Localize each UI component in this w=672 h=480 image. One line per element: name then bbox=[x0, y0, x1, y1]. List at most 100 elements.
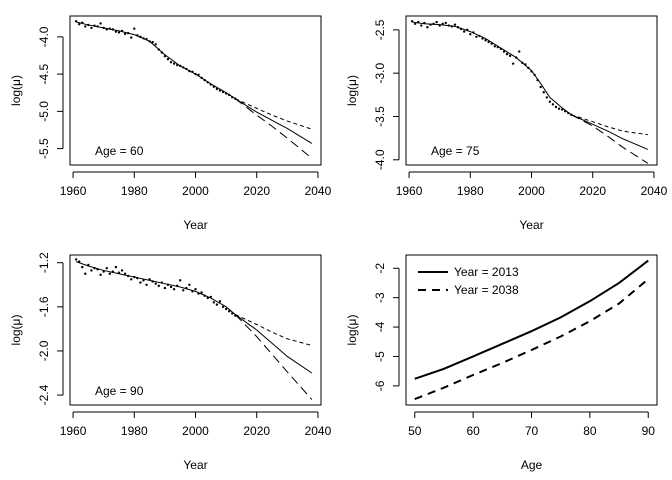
x-tick-label: 1960 bbox=[396, 184, 423, 198]
plot-frame bbox=[69, 254, 322, 406]
data-point bbox=[227, 310, 231, 313]
y-tick-label: -4.5 bbox=[37, 63, 51, 84]
y-axis-title: log(μ) bbox=[9, 315, 23, 346]
x-tick-label: 2000 bbox=[518, 184, 545, 198]
series-line-1 bbox=[414, 259, 649, 380]
fitted-line bbox=[412, 21, 572, 116]
data-point bbox=[548, 100, 552, 103]
forecast-upper-line bbox=[571, 114, 648, 136]
forecast-median-line bbox=[571, 114, 649, 150]
data-point bbox=[130, 278, 133, 281]
forecast-lower-line bbox=[234, 98, 313, 159]
fitted-line bbox=[76, 21, 236, 100]
y-tick-label: -1.2 bbox=[37, 252, 51, 273]
panel-4: 50 60 70 80 90 Age -6 -5 -4 -3 -2 log(μ) Year = 2013… bbox=[345, 254, 658, 472]
series-line-2 bbox=[414, 278, 649, 401]
data-point bbox=[469, 32, 472, 36]
plot-frame bbox=[69, 15, 322, 166]
data-point bbox=[560, 108, 564, 111]
x-tick-label: 1960 bbox=[60, 184, 87, 198]
y-tick-label: -2.0 bbox=[37, 340, 51, 361]
x-axis-title: Year bbox=[183, 218, 207, 232]
y-axis: -6 -5 -4 -3 -2 bbox=[373, 263, 400, 391]
x-tick-label: 2040 bbox=[305, 424, 332, 438]
legend: Year = 2013 Year = 2038 bbox=[418, 265, 519, 297]
data-point bbox=[105, 267, 108, 270]
x-tick-label: 1960 bbox=[60, 424, 87, 438]
y-tick-label: -5.0 bbox=[37, 101, 51, 122]
x-tick-label: 2020 bbox=[243, 184, 270, 198]
data-point bbox=[157, 284, 160, 288]
age-annotation: Age = 60 bbox=[95, 144, 144, 158]
y-axis-title: log(μ) bbox=[345, 315, 359, 346]
data-point bbox=[117, 31, 121, 34]
x-tick-label: 50 bbox=[408, 424, 422, 438]
data-point bbox=[420, 24, 423, 27]
legend-label: Year = 2038 bbox=[454, 283, 519, 297]
y-tick-label: -2.4 bbox=[37, 384, 51, 405]
age-annotation: Age = 90 bbox=[95, 384, 144, 398]
data-point bbox=[188, 283, 191, 286]
data-point bbox=[114, 265, 118, 269]
y-tick-label: -2 bbox=[373, 263, 387, 274]
data-point bbox=[77, 22, 81, 26]
y-axis-title: log(μ) bbox=[9, 75, 23, 106]
y-tick-label: -1.6 bbox=[37, 296, 51, 317]
x-tick-label: 90 bbox=[642, 424, 656, 438]
x-tick-label: 2020 bbox=[243, 424, 270, 438]
data-point bbox=[90, 26, 93, 30]
x-tick-label: 1980 bbox=[121, 184, 148, 198]
x-axis-title: Age bbox=[521, 458, 543, 472]
data-point bbox=[163, 286, 167, 290]
data-point bbox=[74, 258, 78, 261]
data-point bbox=[84, 25, 87, 28]
observed-points bbox=[74, 258, 237, 317]
data-point bbox=[145, 283, 148, 286]
x-axis: 1960 1980 2000 2020 2040 bbox=[396, 171, 668, 198]
data-point bbox=[178, 279, 182, 282]
y-tick-label: -3 bbox=[373, 292, 387, 303]
data-point bbox=[169, 285, 173, 289]
data-point bbox=[172, 62, 176, 65]
data-point bbox=[172, 287, 176, 291]
data-point bbox=[453, 23, 457, 26]
data-point bbox=[200, 291, 203, 294]
y-tick-label: -5.5 bbox=[37, 138, 51, 159]
y-axis: -5.5 -5.0 -4.5 -4.0 bbox=[37, 26, 64, 159]
data-point bbox=[120, 269, 124, 272]
x-tick-label: 1980 bbox=[121, 424, 148, 438]
panel-1: 1960 1980 2000 2020 2040 Year -5.5 -5.0 -4.5 -4.0… bbox=[9, 15, 332, 232]
x-tick-label: 2000 bbox=[182, 184, 209, 198]
data-point bbox=[441, 22, 444, 25]
forecast-lower-line bbox=[234, 314, 313, 400]
panel-2: 1960 1980 2000 2020 2040 Year -4.0 -3.5 -3.0 -2.5… bbox=[345, 15, 668, 232]
data-point bbox=[221, 305, 225, 309]
y-axis: -4.0 -3.5 -3.0 -2.5 bbox=[373, 19, 400, 170]
data-point bbox=[435, 20, 438, 24]
data-point bbox=[545, 96, 549, 99]
data-point bbox=[224, 307, 228, 311]
data-point bbox=[123, 32, 127, 36]
data-point bbox=[108, 272, 111, 275]
y-tick-label: -2.5 bbox=[373, 19, 387, 40]
data-point bbox=[139, 281, 142, 284]
x-tick-label: 2020 bbox=[579, 184, 606, 198]
data-point bbox=[169, 60, 173, 64]
data-point bbox=[444, 21, 447, 25]
data-point bbox=[154, 43, 157, 46]
y-tick-label: -3.5 bbox=[373, 106, 387, 127]
y-tick-label: -3.0 bbox=[373, 63, 387, 84]
age-annotation: Age = 75 bbox=[431, 144, 480, 158]
data-point bbox=[90, 269, 93, 272]
data-point bbox=[518, 50, 521, 53]
data-point bbox=[154, 282, 157, 285]
x-axis: 1960 1980 2000 2020 2040 bbox=[60, 171, 332, 198]
panel-3: 1960 1980 2000 2020 2040 Year -2.4 -2.0 -1.6 -1.2… bbox=[9, 252, 332, 472]
forecast-upper-line bbox=[235, 98, 312, 130]
y-axis-title: log(μ) bbox=[345, 75, 359, 106]
plot-frame bbox=[405, 254, 658, 406]
y-axis: -2.4 -2.0 -1.6 -1.2 bbox=[37, 252, 64, 405]
fitted-line bbox=[75, 261, 236, 315]
x-tick-label: 1980 bbox=[457, 184, 484, 198]
